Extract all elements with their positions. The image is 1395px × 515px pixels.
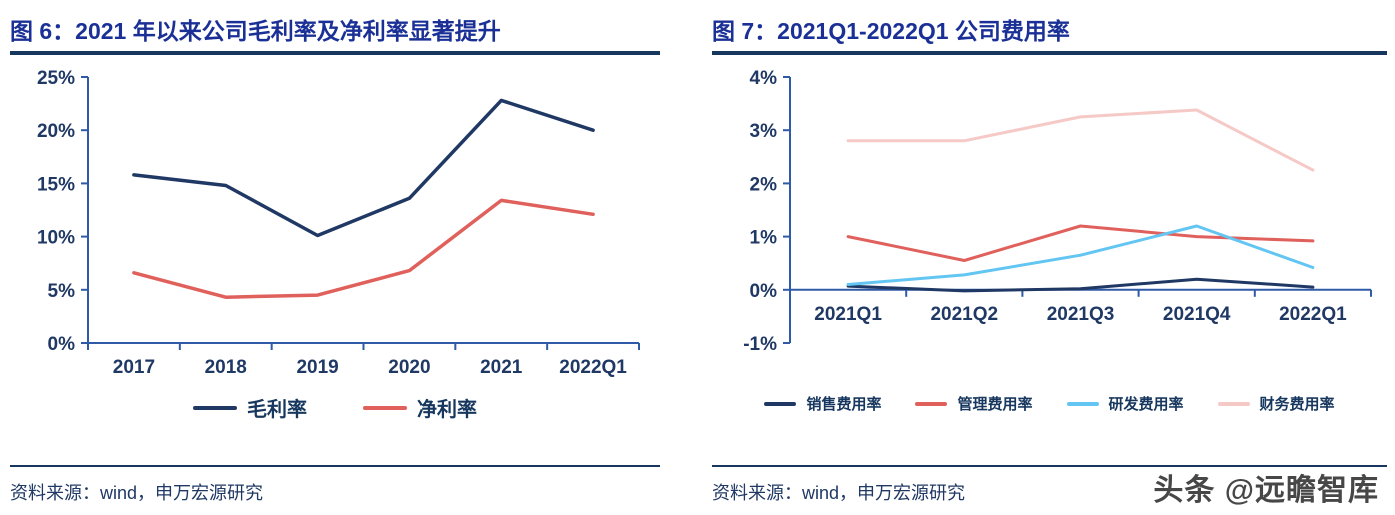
figure6-source-rule	[10, 465, 660, 467]
figure7-source-block: 资料来源：wind，申万宏源研究	[712, 465, 1387, 515]
legend-item: 净利率	[363, 393, 477, 422]
legend-label: 研发费用率	[1108, 396, 1184, 413]
svg-text:2022Q1: 2022Q1	[559, 357, 627, 378]
svg-text:25%: 25%	[37, 68, 75, 89]
svg-text:3%: 3%	[750, 121, 778, 142]
svg-text:2021Q4: 2021Q4	[1163, 304, 1231, 325]
legend-item: 财务费用率	[1217, 393, 1335, 414]
svg-text:0%: 0%	[48, 334, 76, 355]
figure6-source-text: 资料来源：wind，申万宏源研究	[10, 483, 264, 503]
figure6-spacer	[10, 422, 660, 465]
legend-swatch	[1217, 401, 1250, 406]
figure6-title: 图 6：2021 年以来公司毛利率及净利率显著提升	[10, 18, 501, 44]
svg-text:2%: 2%	[750, 174, 778, 195]
figure7-spacer	[712, 414, 1387, 465]
svg-text:2019: 2019	[296, 357, 338, 378]
figure6-source-block: 资料来源：wind，申万宏源研究	[10, 465, 660, 515]
svg-text:10%: 10%	[37, 228, 75, 249]
svg-text:2021Q2: 2021Q2	[930, 304, 998, 325]
figure7-title: 图 7：2021Q1-2022Q1 公司费用率	[712, 18, 1070, 44]
legend-swatch	[193, 405, 237, 410]
legend-label: 管理费用率	[957, 396, 1033, 413]
figure6-title-underline	[10, 51, 660, 55]
figure7-title-underline	[712, 51, 1387, 55]
legend-label: 净利率	[417, 399, 477, 421]
legend-item: 管理费用率	[915, 393, 1033, 414]
figure7-panel: 图 7：2021Q1-2022Q1 公司费用率 -1% 0% 1% 2% 3% 4% 202…	[712, 0, 1387, 515]
legend-item: 毛利率	[193, 393, 307, 422]
legend-label: 财务费用率	[1259, 396, 1335, 413]
svg-text:2021Q1: 2021Q1	[814, 304, 882, 325]
svg-text:2021Q3: 2021Q3	[1047, 304, 1115, 325]
figure7-source-rule	[712, 465, 1387, 467]
svg-text:2022Q1: 2022Q1	[1279, 304, 1347, 325]
svg-text:5%: 5%	[48, 281, 76, 302]
figure6-legend: 毛利率 净利率	[10, 393, 660, 422]
svg-text:0%: 0%	[750, 281, 778, 302]
legend-swatch	[764, 401, 797, 406]
svg-text:-1%: -1%	[743, 334, 777, 355]
svg-text:4%: 4%	[750, 68, 778, 89]
legend-label: 毛利率	[247, 399, 307, 421]
svg-text:2021: 2021	[480, 357, 523, 378]
svg-text:15%: 15%	[37, 174, 75, 195]
svg-text:2017: 2017	[113, 357, 155, 378]
figure6-line-chart: 0% 5% 10% 15% 20% 25% 2017 2018 2019 2020 2021 2022…	[37, 68, 640, 378]
legend-item: 销售费用率	[764, 393, 881, 414]
figure7-line-chart: -1% 0% 1% 2% 3% 4% 2021Q1 2021Q2 2021Q3 2021Q4 202…	[743, 68, 1372, 355]
legend-label: 销售费用率	[806, 396, 882, 413]
svg-text:2020: 2020	[388, 357, 430, 378]
figure6-panel: 图 6：2021 年以来公司毛利率及净利率显著提升 0% 5% 10% 15% 20% 2…	[10, 0, 660, 515]
legend-swatch	[1066, 401, 1099, 406]
legend-swatch	[363, 405, 407, 410]
figure7-legend: 销售费用率 管理费用率 研发费用率 财务费用率	[712, 393, 1387, 414]
svg-text:20%: 20%	[37, 121, 75, 142]
figure7-source-text: 资料来源：wind，申万宏源研究	[712, 483, 966, 503]
svg-text:1%: 1%	[750, 228, 778, 249]
svg-text:2018: 2018	[205, 357, 247, 378]
legend-swatch	[915, 401, 948, 406]
legend-item: 研发费用率	[1066, 393, 1184, 414]
